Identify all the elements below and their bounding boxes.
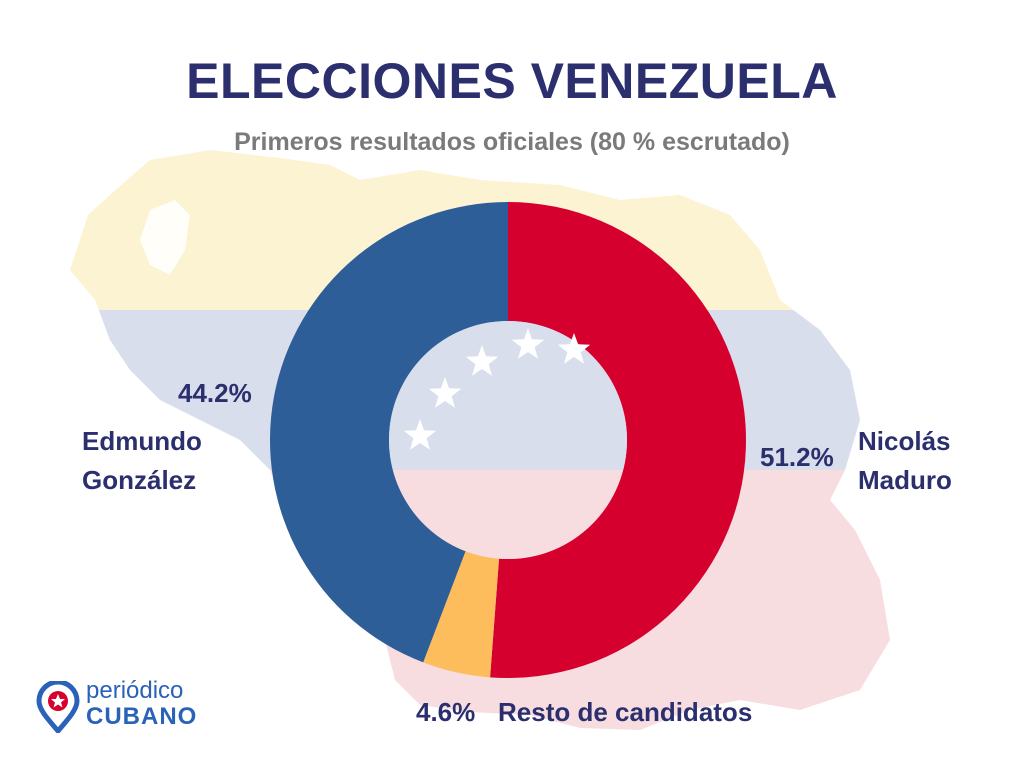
location-pin-star-icon bbox=[36, 681, 80, 733]
slice-name-line: Maduro bbox=[858, 465, 952, 495]
slice-value-label-gonzalez: 44.2% bbox=[178, 378, 252, 408]
periodico-cubano-logo: periódico CUBANO bbox=[36, 677, 236, 733]
logo-text-periodico: periódico bbox=[86, 677, 184, 704]
flag-star-icon bbox=[511, 328, 545, 359]
slice-name-gonzalez: Edmundo González bbox=[82, 422, 202, 500]
slice-resto bbox=[423, 551, 500, 678]
slice-name-line: González bbox=[82, 465, 197, 495]
slice-name-resto: Resto de candidatos bbox=[498, 697, 753, 727]
slice-name-line: Nicolás bbox=[858, 426, 951, 456]
lake-maracaibo-shape bbox=[140, 200, 190, 275]
slice-name-line: Edmundo bbox=[82, 426, 202, 456]
slice-value-label-maduro: 51.2% bbox=[760, 442, 834, 472]
slice-name-maduro: Nicolás Maduro bbox=[858, 422, 952, 500]
flag-star-icon bbox=[428, 377, 462, 408]
slice-maduro bbox=[490, 202, 747, 679]
flag-star-icon bbox=[557, 333, 591, 364]
flag-star-icon bbox=[465, 345, 499, 376]
chart-subtitle: Primeros resultados oficiales (80 % escr… bbox=[234, 128, 790, 156]
chart-title: ELECCIONES VENEZUELA bbox=[186, 53, 838, 109]
slice-value-label-resto: 4.6% bbox=[416, 697, 476, 727]
flag-star-icon bbox=[403, 419, 437, 450]
logo-text-cubano: CUBANO bbox=[86, 703, 198, 730]
slice-gonzalez bbox=[269, 202, 508, 663]
